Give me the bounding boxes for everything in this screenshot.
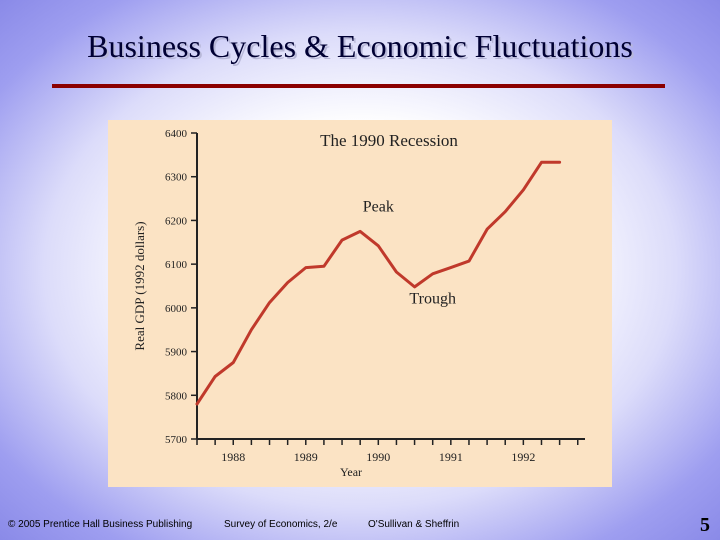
y-tick-label: 5800 bbox=[165, 390, 188, 402]
gdp-line-chart: 5700 5800 5900 6000 6100 6200 6300 6400 1988 1989… bbox=[132, 128, 585, 479]
footer-copyright: © 2005 Prentice Hall Business Publishing bbox=[8, 519, 193, 530]
title-rule bbox=[52, 84, 665, 88]
annotation-peak: Peak bbox=[363, 199, 394, 216]
x-tick-label: 1990 bbox=[366, 450, 390, 464]
page-number: 5 bbox=[700, 514, 710, 536]
y-tick-label: 6100 bbox=[165, 259, 188, 271]
y-axis-title: Real GDP (1992 dollars) bbox=[132, 221, 147, 350]
x-axis-title: Year bbox=[340, 465, 362, 479]
chart-panel: 5700 5800 5900 6000 6100 6200 6300 6400 1988 1989… bbox=[108, 120, 612, 487]
y-tick-label: 6000 bbox=[165, 303, 188, 315]
x-tick-label: 1988 bbox=[221, 450, 245, 464]
footer-authors: O'Sullivan & Sheffrin bbox=[368, 519, 460, 530]
x-tick-label: 1992 bbox=[511, 450, 535, 464]
y-tick-label: 5900 bbox=[165, 347, 188, 359]
y-tick-label: 6300 bbox=[165, 172, 188, 184]
footer-book: Survey of Economics, 2/e bbox=[224, 519, 338, 530]
y-tick-label: 5700 bbox=[165, 434, 188, 446]
annotation-trough: Trough bbox=[409, 290, 456, 307]
x-tick-label: 1989 bbox=[294, 450, 318, 464]
chart-title: The 1990 Recession bbox=[320, 131, 458, 150]
y-tick-label: 6400 bbox=[165, 128, 188, 140]
slide-title: Business Cycles & Economic Fluctuations bbox=[87, 28, 633, 64]
y-tick-label: 6200 bbox=[165, 215, 188, 227]
x-tick-label: 1991 bbox=[439, 450, 463, 464]
